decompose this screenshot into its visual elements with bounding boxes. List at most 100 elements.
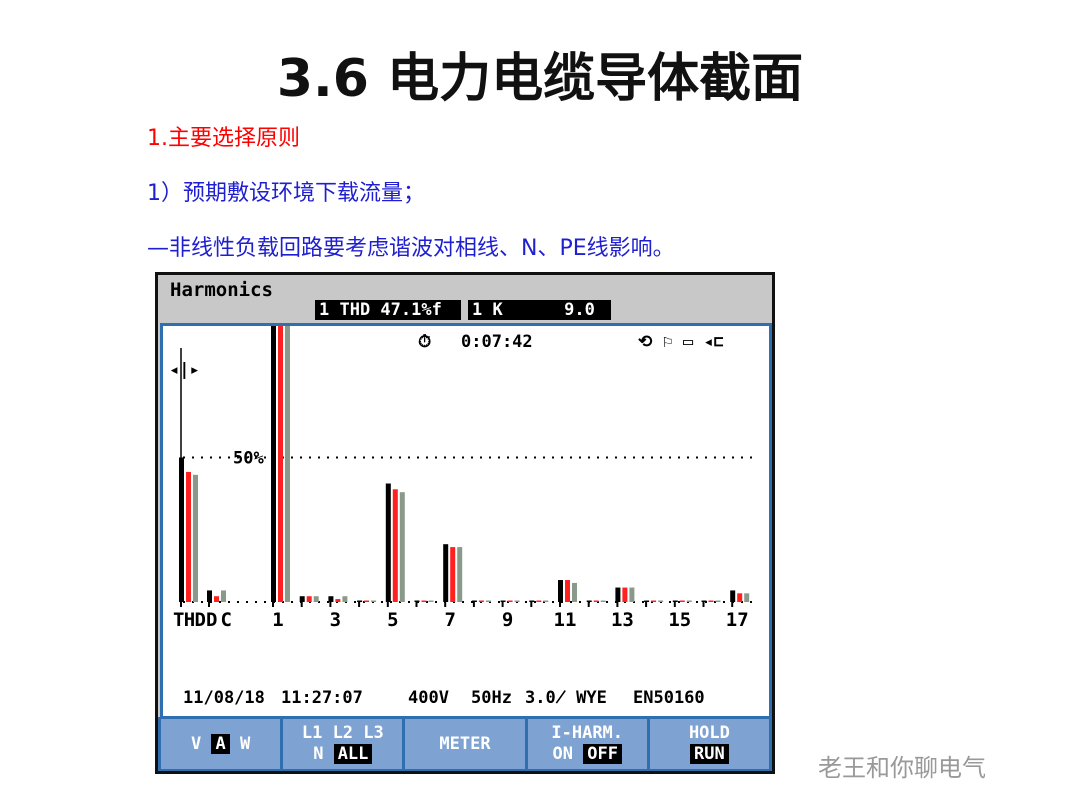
bar-9-series-1 [500, 600, 506, 602]
bar-15-series-3 [686, 600, 692, 602]
bar-3-series-3 [342, 596, 348, 602]
bar-13-series-2 [622, 587, 628, 602]
fkey-phase-n: N [313, 744, 324, 764]
thd-readout: 1 THD 47.1%f [315, 300, 461, 320]
k-label: 1 K [472, 300, 503, 320]
bar-6-series-3 [428, 600, 434, 602]
bar-1-series-3 [285, 326, 290, 602]
fkey-phase-selected: ALL [333, 744, 373, 764]
bar-10-series-1 [529, 600, 535, 602]
bar-17-series-3 [744, 593, 750, 602]
bar-7-series-2 [450, 547, 456, 602]
harmonics-display: ⏱ 0:07:42 ⟲ ⚐ ▭ ◂⊏ ◂|▸ 50%100%THDDC13579… [160, 323, 772, 719]
bar-4-series-3 [371, 600, 377, 602]
fkey-vaw[interactable]: V A W [161, 719, 281, 769]
bar-2-series-1 [299, 596, 305, 602]
tick-label-17: 17 [726, 609, 749, 631]
fkey-vaw-selected: A [211, 733, 230, 754]
bar-5-series-1 [385, 483, 391, 602]
bar-3-series-2 [335, 599, 341, 602]
tick-label-7: 7 [444, 609, 455, 631]
fkey-hold-run[interactable]: HOLD RUN [649, 719, 770, 769]
info-date: 11/08/18 [183, 688, 265, 708]
bar-13-series-3 [629, 587, 635, 602]
bar-11-series-1 [558, 580, 563, 602]
cursor-icon: ◂|▸ [169, 360, 200, 380]
fkey-i-harm-label: I-HARM. [551, 723, 624, 743]
timer-icon: ⏱ [418, 332, 432, 352]
bar-4-series-1 [357, 600, 363, 602]
bar-15-series-1 [672, 600, 678, 602]
bar-16-series-3 [715, 600, 721, 602]
gridline-label-50: 50% [233, 449, 264, 469]
fkey-meter[interactable]: METER [405, 719, 525, 769]
bar-DC-series-3 [221, 590, 226, 602]
analyzer-screenshot: Harmonics 1 THD 47.1%f 1 K 9.0 ⏱ 0:07:42… [155, 272, 775, 774]
fkey-hold-label: HOLD [688, 723, 730, 743]
tick-label-1: 1 [272, 609, 283, 631]
bar-8-series-2 [478, 600, 484, 602]
bar-DC-series-1 [207, 590, 212, 602]
bar-7-series-1 [443, 544, 449, 602]
bar-10-series-3 [543, 600, 549, 602]
principle-heading: 1.主要选择原则 [147, 126, 300, 151]
tick-label-15: 15 [668, 609, 691, 631]
bar-14-series-3 [658, 600, 664, 602]
bar-2-series-3 [313, 596, 319, 602]
info-standard: EN50160 [633, 688, 705, 708]
bar-15-series-2 [679, 600, 685, 602]
info-frequency: 50Hz [471, 688, 512, 708]
bar-16-series-2 [708, 600, 714, 602]
bar-13-series-1 [615, 587, 621, 602]
fkey-meter-label: METER [439, 733, 491, 754]
principle-item-2: —非线性负载回路要考虑谐波对相线、N、PE线影响。 [147, 236, 675, 261]
bar-THD-series-1 [179, 457, 184, 602]
bar-11-series-2 [565, 580, 570, 602]
info-time: 11:27:07 [281, 688, 363, 708]
k-value: 9.0 [564, 300, 595, 320]
fkey-i-harm-selected: OFF [583, 744, 622, 764]
tick-label-THD: THD [173, 609, 206, 631]
bar-5-series-3 [399, 492, 405, 602]
bar-1-series-1 [271, 326, 276, 602]
function-keys: V A W L1 L2 L3 N ALL METER I-HARM. ON OFF … [158, 717, 772, 771]
bar-4-series-2 [364, 600, 370, 602]
bar-17-series-1 [730, 590, 736, 602]
info-voltage: 400V [408, 688, 449, 708]
tick-label-9: 9 [502, 609, 513, 631]
bar-1-series-2 [278, 326, 283, 602]
slide-title: 3.6 电力电缆导体截面 [276, 49, 804, 109]
bar-17-series-2 [737, 593, 743, 602]
tick-label-DC: DC [206, 609, 232, 631]
bar-12-series-3 [600, 600, 606, 602]
k-factor-readout: 1 K 9.0 [468, 300, 611, 320]
fkey-phase-top: L1 L2 L3 [301, 723, 384, 743]
bar-5-series-2 [392, 489, 398, 602]
fkey-i-harm[interactable]: I-HARM. ON OFF [527, 719, 647, 769]
bar-12-series-2 [593, 600, 599, 602]
watermark: 老王和你聊电气 [818, 754, 986, 782]
status-icons: ⟲ ⚐ ▭ ◂⊏ [638, 332, 724, 352]
tick-label-3: 3 [330, 609, 341, 631]
bar-2-series-2 [306, 596, 312, 602]
fkey-run-selected: RUN [690, 744, 729, 764]
bar-7-series-3 [457, 547, 463, 602]
bar-6-series-1 [414, 600, 420, 602]
tick-label-13: 13 [611, 609, 634, 631]
bar-3-series-1 [328, 596, 334, 602]
bar-9-series-2 [507, 600, 513, 602]
fkey-phase[interactable]: L1 L2 L3 N ALL [283, 719, 403, 769]
bar-6-series-2 [421, 600, 427, 602]
tick-label-5: 5 [387, 609, 398, 631]
principle-item-1: 1）预期敷设环境下载流量； [147, 181, 425, 206]
bar-THD-series-2 [186, 471, 191, 602]
info-config: 3.0̸ WYE [525, 688, 607, 708]
tick-label-11: 11 [554, 609, 577, 631]
screen-header: Harmonics [170, 279, 273, 301]
bar-THD-series-3 [193, 474, 198, 602]
bar-14-series-1 [644, 600, 650, 602]
bar-10-series-2 [536, 600, 542, 602]
bar-DC-series-2 [214, 596, 219, 602]
bar-16-series-1 [701, 600, 707, 602]
